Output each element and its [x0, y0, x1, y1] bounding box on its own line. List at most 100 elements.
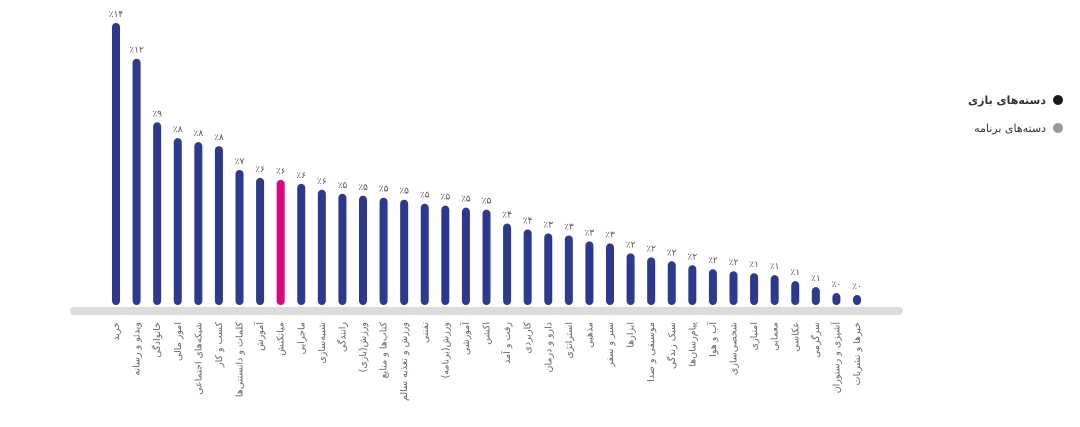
- x-tick-label: سبک زندگی: [666, 322, 678, 369]
- bar: [523, 229, 532, 305]
- value-label: ٪۱: [790, 268, 800, 278]
- x-tick-label: ماجرایی: [296, 322, 307, 354]
- bar: [132, 58, 141, 305]
- x-tick-label: شبکه‌های اجتماعی: [193, 322, 204, 395]
- bar: [811, 287, 820, 305]
- bar: [626, 253, 635, 305]
- x-tick-label: پیام‌رسان‌ها: [687, 322, 698, 367]
- value-label: ٪۲: [687, 252, 697, 262]
- legend-label: دسته‌های برنامه: [974, 122, 1046, 135]
- x-tick-label: امتیازی: [749, 322, 760, 350]
- x-tick-label: معمایی: [770, 322, 781, 351]
- value-label: ٪۷: [235, 157, 245, 167]
- value-label: ٪۵: [482, 197, 492, 207]
- value-label: ٪۲: [729, 258, 739, 268]
- bar: [708, 269, 717, 305]
- bar: [400, 199, 409, 305]
- x-tick-label: سیر و سفر: [605, 322, 616, 368]
- value-label: ٪۲: [708, 256, 718, 266]
- x-tick-label: موسیقی و صدا: [646, 322, 657, 382]
- value-label: ٪۵: [338, 181, 348, 191]
- x-tick-label: ورزش(برنامه): [440, 322, 451, 378]
- legend-marker: [1053, 95, 1063, 105]
- value-label: ٪۸: [214, 133, 224, 143]
- value-label: ٪۹: [152, 109, 162, 119]
- value-label: ٪۶: [255, 165, 265, 175]
- x-tick-label: کاربردی: [523, 322, 534, 354]
- value-label: ٪۲: [667, 248, 677, 258]
- value-label: ٪۳: [543, 220, 553, 230]
- bar: [791, 281, 800, 305]
- value-label: ٪۵: [440, 193, 450, 203]
- bar: [359, 195, 367, 305]
- bar: [214, 146, 223, 305]
- bar: [729, 271, 738, 305]
- bar: [832, 293, 841, 305]
- x-tick-label: دارو و درمان: [543, 322, 554, 372]
- x-tick-label: شخصی‌سازی: [729, 322, 740, 375]
- bar: [173, 138, 182, 305]
- bar: [544, 233, 553, 305]
- value-label: ٪۳: [564, 222, 574, 232]
- value-label: ٪۶: [317, 177, 327, 187]
- x-tick-label: عکاسی: [790, 322, 801, 352]
- x-tick-label: ورزش و تغذیه سالم: [399, 322, 410, 401]
- value-label: ٪۰: [852, 282, 862, 292]
- x-tick-label: آموزش: [253, 322, 266, 351]
- bar: [461, 207, 470, 305]
- x-tick-label: امور مالی: [173, 322, 184, 361]
- value-label: ٪۲: [646, 244, 656, 254]
- bar: [194, 142, 203, 305]
- value-label: ٪۵: [379, 185, 389, 195]
- bar: [585, 241, 594, 305]
- value-label: ٪۳: [605, 230, 615, 240]
- legend-label: دسته‌های بازی: [968, 94, 1046, 107]
- bar: [441, 205, 450, 305]
- bar: [235, 169, 244, 305]
- value-label: ٪۱۴: [109, 10, 124, 20]
- value-label: ٪۱: [749, 260, 759, 270]
- value-label: ٪۴: [523, 217, 533, 227]
- bar: [338, 193, 347, 305]
- x-tick-label: اکشن: [482, 322, 493, 345]
- value-label: ٪۱: [770, 262, 780, 272]
- bar: [667, 261, 676, 305]
- value-label: ٪۵: [399, 187, 409, 197]
- bar: [647, 257, 656, 305]
- value-label: ٪۱۲: [129, 46, 144, 56]
- x-tick-label: سرگرمی: [810, 322, 822, 358]
- bar: [256, 177, 265, 305]
- x-tick-label: خرید: [111, 322, 122, 341]
- bar: [770, 275, 779, 305]
- x-tick-label: استراتژی: [564, 322, 575, 359]
- bar: [420, 203, 429, 305]
- value-label: ٪۳: [585, 228, 595, 238]
- bar: [482, 209, 491, 305]
- x-tick-label: میانکنش: [276, 322, 287, 356]
- value-label: ٪۴: [502, 211, 512, 221]
- x-tick-label: رفت و آمد: [500, 322, 513, 364]
- x-tick-label: مذهبی: [584, 322, 595, 348]
- x-tick-label: کتاب‌ها و منابع: [379, 322, 390, 379]
- x-tick-label: خبرها و نشریات: [852, 322, 863, 385]
- bar: [564, 235, 573, 305]
- x-tick-label: کلمات و دانستنی‌ها: [235, 322, 246, 398]
- x-tick-label: شبیه‌سازی: [317, 322, 328, 364]
- value-label: ٪۵: [420, 191, 430, 201]
- bar: [606, 243, 614, 305]
- x-tick-label: رانندگی: [336, 322, 348, 353]
- value-label: ٪۵: [358, 183, 368, 193]
- x-tick-label: خانوادگی: [151, 322, 163, 358]
- bar: [503, 223, 512, 305]
- bar: [750, 273, 759, 305]
- value-label: ٪۸: [193, 129, 203, 139]
- x-tick-label: آشپزی و رستوران: [829, 322, 842, 394]
- bar: [297, 183, 306, 305]
- x-tick-label: آب و هوا: [706, 322, 719, 357]
- x-tick-label: ورزش(بازی): [358, 322, 369, 372]
- value-label: ٪۸: [173, 125, 183, 135]
- value-label: ٪۲: [626, 240, 636, 250]
- x-tick-label: ویدئو و رسانه: [132, 322, 143, 376]
- bar: [317, 189, 326, 305]
